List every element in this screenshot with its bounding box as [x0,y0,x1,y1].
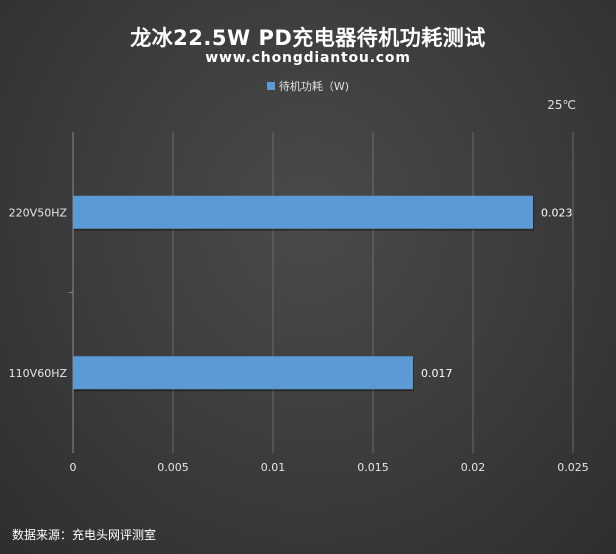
bar [73,356,413,390]
x-tick-label: 0.005 [157,461,189,474]
x-tick-label: 0.015 [357,461,389,474]
bar [73,195,533,229]
legend-swatch [266,82,275,90]
x-tick-label: 0.01 [261,461,286,474]
x-tick-label: 0 [70,461,77,474]
temperature-note: 25℃ [547,98,576,112]
data-label: 0.023 [541,206,573,219]
data-source: 数据来源：充电头网评测室 [12,528,157,542]
legend-label: 待机功耗（W) [278,80,350,93]
category-label: 220V50HZ [9,206,68,219]
x-tick-label: 0.025 [557,461,589,474]
chart-subtitle: www.chongdiantou.com [205,50,411,66]
data-label: 0.017 [421,367,453,380]
chart-title: 龙冰22.5W PD充电器待机功耗测试 [130,26,486,50]
category-label: 110V60HZ [9,367,68,380]
legend: 待机功耗（W) [0,78,616,94]
x-tick-label: 0.02 [461,461,486,474]
